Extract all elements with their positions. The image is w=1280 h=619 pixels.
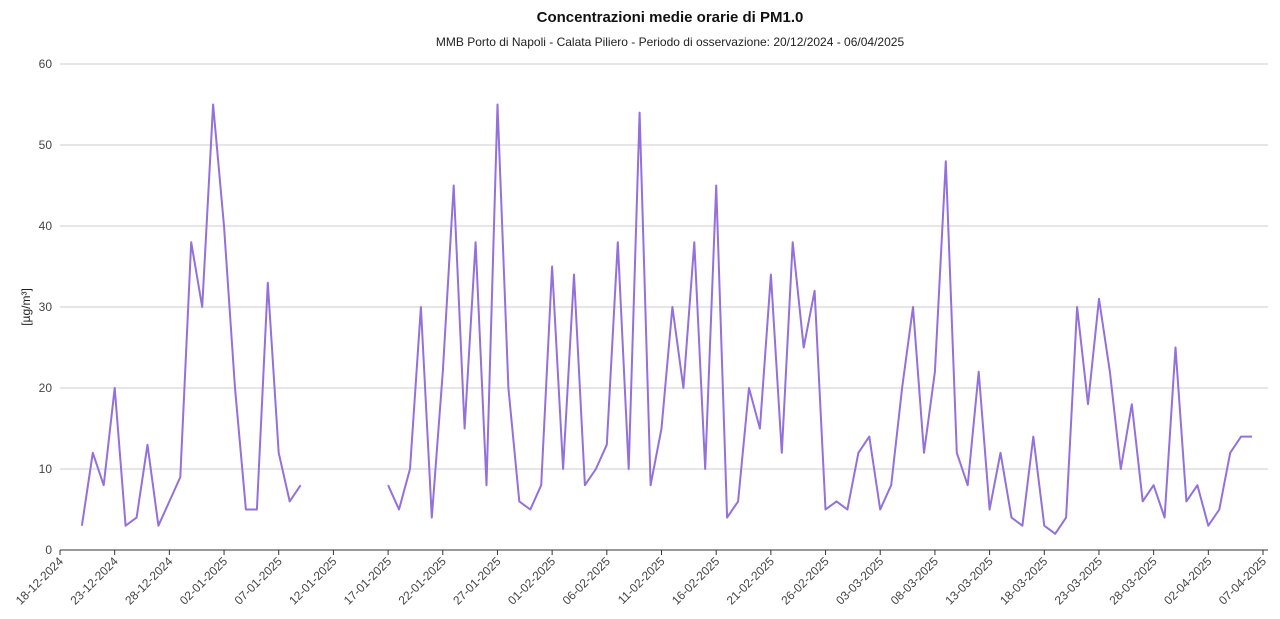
x-tick-label: 07-01-2025: [232, 554, 286, 608]
x-tick-label: 16-02-2025: [669, 554, 723, 608]
y-axis-label: [µg/m³]: [19, 288, 33, 326]
y-tick-label: 30: [39, 300, 53, 314]
x-tick-label: 17-01-2025: [341, 554, 395, 608]
x-tick-label: 06-02-2025: [560, 554, 614, 608]
x-tick-label: 28-12-2024: [122, 554, 176, 608]
data-line: [80, 103, 1253, 535]
x-tick-label: 13-03-2025: [942, 554, 996, 608]
x-tick-label: 21-02-2025: [724, 554, 778, 608]
y-tick-label: 20: [39, 381, 53, 395]
y-tick-label: 50: [39, 138, 53, 152]
x-tick-label: 23-03-2025: [1052, 554, 1106, 608]
y-tick-label: 40: [39, 219, 53, 233]
x-tick-label: 22-01-2025: [396, 554, 450, 608]
x-tick-label: 26-02-2025: [778, 554, 832, 608]
chart-title: Concentrazioni medie orarie di PM1.0: [537, 9, 804, 26]
x-tick-label: 12-01-2025: [286, 554, 340, 608]
x-tick-label: 18-12-2024: [13, 554, 67, 608]
x-tick-label: 08-03-2025: [888, 554, 942, 608]
x-tick-label: 07-04-2025: [1216, 554, 1270, 608]
y-tick-label: 10: [39, 462, 53, 476]
y-tick-label: 60: [39, 57, 53, 71]
x-tick-label: 02-01-2025: [177, 554, 231, 608]
chart-subtitle: MMB Porto di Napoli - Calata Piliero - P…: [436, 35, 905, 49]
y-tick-label: 0: [45, 543, 52, 557]
x-tick-label: 03-03-2025: [833, 554, 887, 608]
x-tick-label: 23-12-2024: [67, 554, 121, 608]
x-tick-label: 27-01-2025: [450, 554, 504, 608]
x-tick-label: 11-02-2025: [615, 554, 668, 607]
x-tick-label: 28-03-2025: [1106, 554, 1160, 608]
x-tick-label: 01-02-2025: [505, 554, 559, 608]
x-tick-label: 18-03-2025: [997, 554, 1051, 608]
x-tick-label: 02-04-2025: [1161, 554, 1215, 608]
